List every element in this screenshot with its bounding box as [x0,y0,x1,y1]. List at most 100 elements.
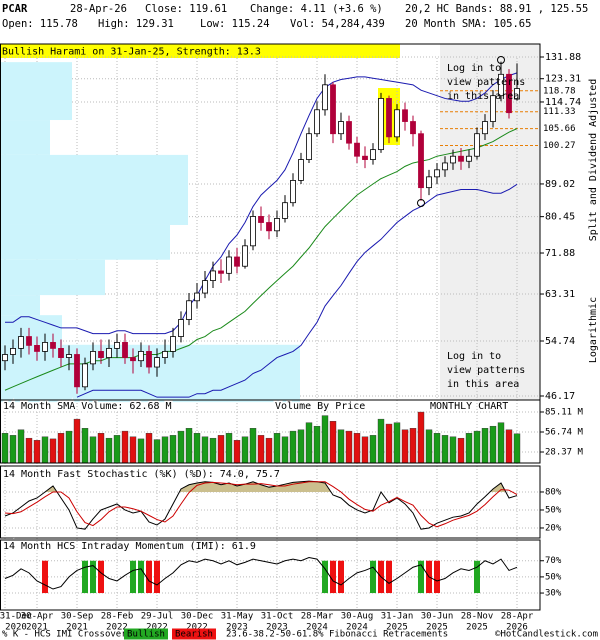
y-tick-label: 54.74 [545,336,575,347]
signal-bar [370,560,376,594]
volume-bar [449,436,457,464]
x-tick-label: 29-Jul [141,612,174,622]
overlay-line [76,183,518,398]
x-tick-label: 31-Jan [381,612,414,622]
volume-bar [209,437,217,464]
signal-bar [330,560,336,594]
login-notice: in this area [447,91,519,102]
volume-bar [481,428,489,464]
volume-bar [81,428,89,464]
candle-body [258,216,264,223]
x-tick-label: 30-Dec [181,612,214,622]
candle-body [50,342,56,349]
y-tick-label: 123.31 [545,74,581,85]
legend-swatch [172,628,216,640]
volume-bar [201,436,209,464]
candle-body [170,336,176,352]
volume-bar [225,433,233,464]
open: Open: 115.78 [2,18,78,30]
volume-bar [105,437,113,464]
candle-body [162,351,168,358]
y-tick-label: 71.88 [545,248,575,259]
candle-body [322,84,328,111]
volume-bar [441,435,449,464]
x-tick-label: 2026 [506,623,528,633]
candle-body [314,109,320,135]
x-tick-label: 28-Feb [101,612,134,622]
volume-bar [369,435,377,464]
candle-body [146,351,152,368]
high-marker [497,56,505,64]
x-tick-label: 2025 [466,623,488,633]
low: Low: 115.24 [200,18,270,30]
x-tick-label: 31-Dec [0,612,32,622]
candle-body [426,176,432,189]
x-tick-label: 28-Apr [501,612,534,622]
login-notice: Log in to [447,351,501,362]
candle-body [490,95,496,122]
volume-bar [25,437,33,464]
volume-bar [241,436,249,464]
y-tick-label: 20% [545,523,562,533]
signal-bar [130,560,136,594]
volume-bar [433,433,441,464]
candle-body [58,347,64,358]
candle-body [226,256,232,274]
candle-body [282,202,288,219]
volume-bar [329,421,337,464]
x-tick-label: 2022 [146,623,168,633]
volume-bar [257,435,265,464]
signal-bar [42,560,48,594]
panel-frame [0,465,541,539]
volume-bar [121,430,129,464]
candle-body [130,357,136,362]
volume-bar [9,435,17,464]
overlay-line [5,72,518,335]
low-marker [417,199,425,207]
signal-bar [138,560,144,594]
volume-bar [289,430,297,464]
candle-body [202,280,208,294]
y-tick-label: 80.45 [545,212,575,223]
volume-bar [401,429,409,464]
volume-bar [41,436,49,464]
signal-bar [154,560,160,594]
x-tick-label: 2025 [386,623,408,633]
candle-body [82,363,88,388]
signal-bar [322,560,328,594]
volume-bar [217,435,225,464]
candle-body [298,159,304,181]
candle-body [474,133,480,157]
volume-by-price-bar [0,120,50,155]
volume-bar [345,430,353,464]
y-tick-label: 30% [545,589,562,599]
volume-bar [145,433,153,464]
candle-body [370,149,376,160]
candle-body [242,245,248,267]
volume-bar [177,430,185,464]
signal-bar [82,560,88,594]
volume-bar [97,433,105,464]
y-tick-label: 50% [545,572,562,582]
volume-bar [249,428,257,464]
volume-by-price-bar [0,295,40,316]
candle-body [442,162,448,171]
candle-body [210,270,216,281]
y-tick-label: 85.11 M [545,407,584,417]
volume-bar [193,433,201,464]
candle-body [506,73,512,114]
candle-body [434,169,440,178]
sma-value: 20 Month SMA: 105.65 [405,18,531,30]
candle-body [122,342,128,358]
legend-entry: Bearish [175,630,213,640]
chart-label: MONTHLY CHART [430,401,508,412]
x-tick-label: 2021 [66,623,88,633]
volume-bar [473,430,481,464]
x-tick-label: 2022 [106,623,128,633]
volume-bar [505,429,513,464]
volume-by-price-bar [0,62,72,121]
close: Close: 119.61 [145,3,227,15]
volume-bar [129,436,137,464]
axis-note: Split and Dividend Adjusted [588,79,599,242]
